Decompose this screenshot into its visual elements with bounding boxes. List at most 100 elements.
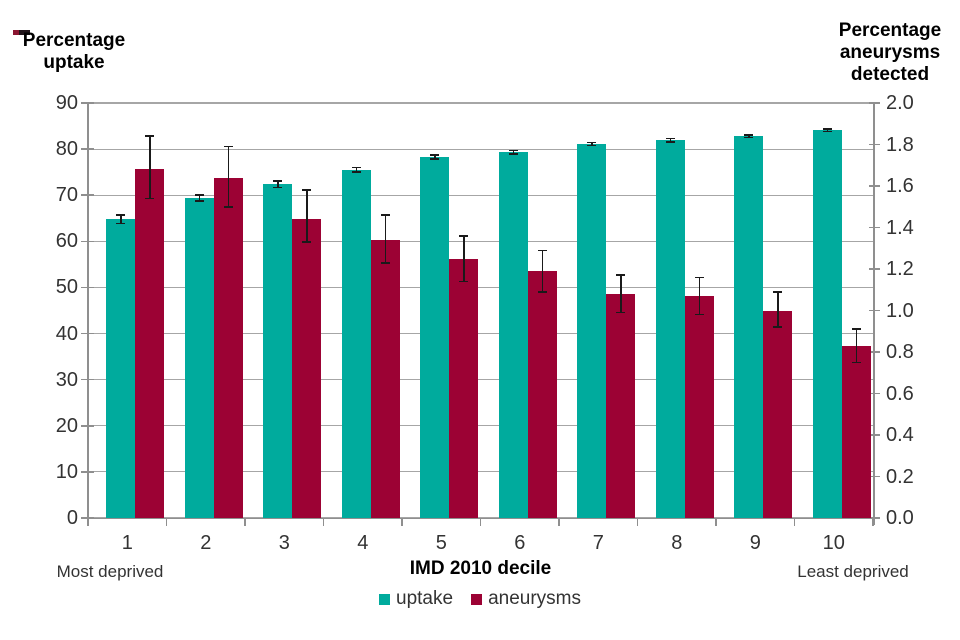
error-bar-line [306,190,308,243]
error-bar-cap-top [302,189,312,191]
error-bar-cap-bottom [587,144,597,147]
error-bar-cap-top [616,274,626,276]
x-axis-tick [322,518,325,526]
bar-uptake-8 [655,140,685,518]
right-axis-tick [869,475,880,478]
left-axis-tick-label: 10 [55,460,78,483]
right-axis-tick [869,392,880,395]
error-bar-cap-top [351,166,361,169]
bar-uptake-3 [263,184,293,518]
error-bar-cap-bottom [616,311,626,314]
left-axis-tick-label: 50 [55,276,78,299]
right-axis-tick-label: 1.0 [886,299,914,322]
right-axis-tick [869,143,880,146]
right-axis-title-line2: aneurysms [839,42,941,63]
bar-uptake-9 [734,136,764,518]
error-bar-line [355,167,357,173]
right-axis-tick-label: 1.4 [886,216,914,239]
gridline [88,240,873,242]
error-bar-line [777,291,779,328]
error-bar-line [198,195,200,201]
right-axis-tick-label: 2.0 [886,92,914,114]
x-axis-tick [165,518,168,526]
gridline [88,194,873,196]
x-category-label: 8 [671,532,683,554]
bar-aneurysms-5 [449,258,479,518]
error-bar-cap-bottom [822,130,832,133]
error-bar-line [541,250,543,292]
bar-uptake-1 [106,219,136,518]
x-axis-tick [872,518,874,526]
right-axis-title-line1: Percentage [838,20,942,41]
x-category-label: 4 [357,532,369,554]
error-bar-line [748,134,750,138]
bar-aneurysms-1 [135,169,165,518]
error-bar-cap-top [459,235,469,237]
legend-label-aneurysms: aneurysms [488,588,581,609]
error-bar-cap-top [773,291,783,293]
x-axis-tick [636,518,639,526]
error-bar-cap-bottom [194,200,204,202]
x-axis-tick [793,518,796,526]
uptake-swatch-icon [379,593,391,605]
right-axis-tick [869,268,880,270]
right-axis-tick-label: 0.8 [886,341,914,363]
left-axis-tick-label: 80 [55,138,78,161]
legend-item-aneurysms: aneurysms [471,588,581,610]
x-category-label: 2 [200,532,212,554]
error-bar-cap-bottom [665,141,675,143]
right-axis-tick [869,434,880,436]
bar-uptake-2 [184,197,214,518]
x-category-label: 7 [592,532,604,554]
gridline [88,332,873,335]
x-axis-tick [87,518,89,526]
error-bar-cap-top [508,149,518,152]
error-bar-cap-top [665,137,675,140]
error-bar-line [698,277,700,315]
x-category-label: 6 [514,532,526,554]
aneurysms-swatch-icon [471,593,483,605]
x-axis-tick [479,518,482,526]
error-bar-line [120,215,122,224]
most-deprived-note: Most deprived [56,562,164,581]
x-axis-title: IMD 2010 decile [409,558,552,579]
error-bar-line [620,275,622,313]
bar-aneurysms-9 [763,310,793,518]
right-axis-tick [869,309,880,312]
left-axis-line [87,103,89,525]
error-bar-cap-bottom [380,262,390,264]
error-bar-cap-bottom [508,153,518,155]
error-bar-line [669,138,671,143]
left-axis-title: Percentage uptake [8,30,140,74]
left-axis-tick-label: 0 [66,507,78,529]
error-bar-cap-top [851,328,861,330]
right-axis-tick-label: 1.6 [886,175,914,197]
x-category-label: 1 [121,532,133,554]
right-axis-tick-label: 1.2 [886,258,914,280]
right-axis-tick-label: 0.2 [886,465,914,488]
legend: uptake aneurysms [0,588,960,610]
bar-uptake-5 [420,156,450,518]
bar-aneurysms-7 [606,293,636,518]
x-category-label: 9 [749,532,761,554]
right-axis-tick-label: 1.8 [886,133,914,156]
left-axis-tick-label: 40 [55,322,78,345]
error-bar-cap-top [194,194,204,196]
right-axis-tick-label: 0.0 [886,507,914,529]
x-category-label: 10 [822,532,845,554]
right-axis-tick [869,226,880,229]
x-axis-tick [244,518,246,526]
gridline [88,471,873,473]
error-bar-line [826,128,828,132]
gridline [88,425,873,427]
error-bar-line [384,215,386,263]
error-bar-cap-bottom [145,197,155,200]
error-bar-cap-bottom [537,291,547,293]
gridline [88,286,873,289]
error-bar-cap-bottom [773,326,783,328]
right-axis-title: Percentage aneurysms detected [823,20,957,86]
bar-uptake-4 [341,169,371,518]
least-deprived-note: Least deprived [797,562,909,581]
bar-aneurysms-3 [292,219,322,518]
